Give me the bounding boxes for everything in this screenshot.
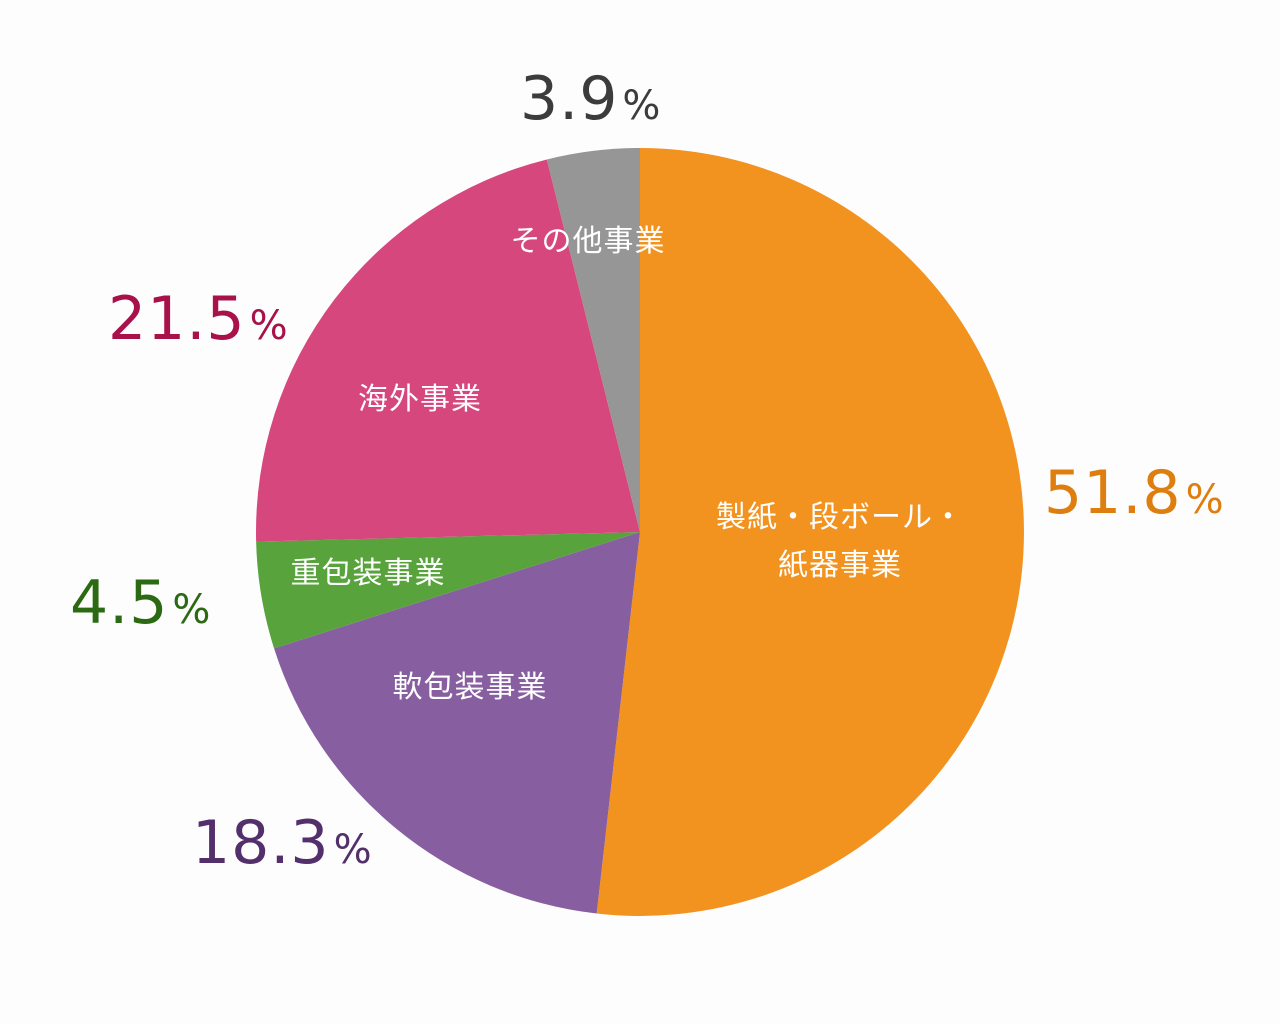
pct-sign: %	[622, 83, 662, 129]
slice-flexible-packaging	[274, 532, 640, 914]
slice-other	[546, 148, 640, 532]
slice-overseas	[255, 159, 641, 542]
pct-value: 21.5	[108, 284, 246, 354]
slice-label-line: 軟包装事業	[392, 670, 548, 705]
slice-label-line: 製紙・段ボール・	[716, 500, 964, 535]
slice-paper	[596, 148, 1024, 916]
slice-label-line: 重包装事業	[290, 556, 446, 591]
pct-value: 3.9	[520, 64, 619, 134]
pct-sign: %	[172, 587, 212, 633]
pct-sign: %	[249, 303, 289, 349]
slice-label-other: その他事業	[488, 218, 688, 266]
slice-label-line: その他事業	[510, 224, 666, 259]
slice-label-paper: 製紙・段ボール・ 紙器事業	[700, 494, 980, 590]
slice-label-heavy-packaging: 重包装事業	[268, 550, 468, 598]
slice-label-line: 紙器事業	[778, 548, 902, 583]
slice-heavy-packaging	[256, 532, 640, 649]
slice-label-flexible-packaging: 軟包装事業	[370, 664, 570, 712]
pct-value: 51.8	[1044, 458, 1182, 528]
pct-sign: %	[333, 827, 373, 873]
pct-label-other: 3.9%	[520, 64, 661, 134]
pct-label-heavy-packaging: 4.5%	[70, 568, 211, 638]
pct-label-paper: 51.8%	[1044, 458, 1225, 528]
pct-sign: %	[1185, 477, 1225, 523]
pct-label-flexible-packaging: 18.3%	[192, 808, 373, 878]
pct-value: 18.3	[192, 808, 330, 878]
slice-label-overseas: 海外事業	[330, 376, 510, 424]
slice-label-line: 海外事業	[358, 382, 482, 417]
pct-label-overseas: 21.5%	[108, 284, 289, 354]
pct-value: 4.5	[70, 568, 169, 638]
